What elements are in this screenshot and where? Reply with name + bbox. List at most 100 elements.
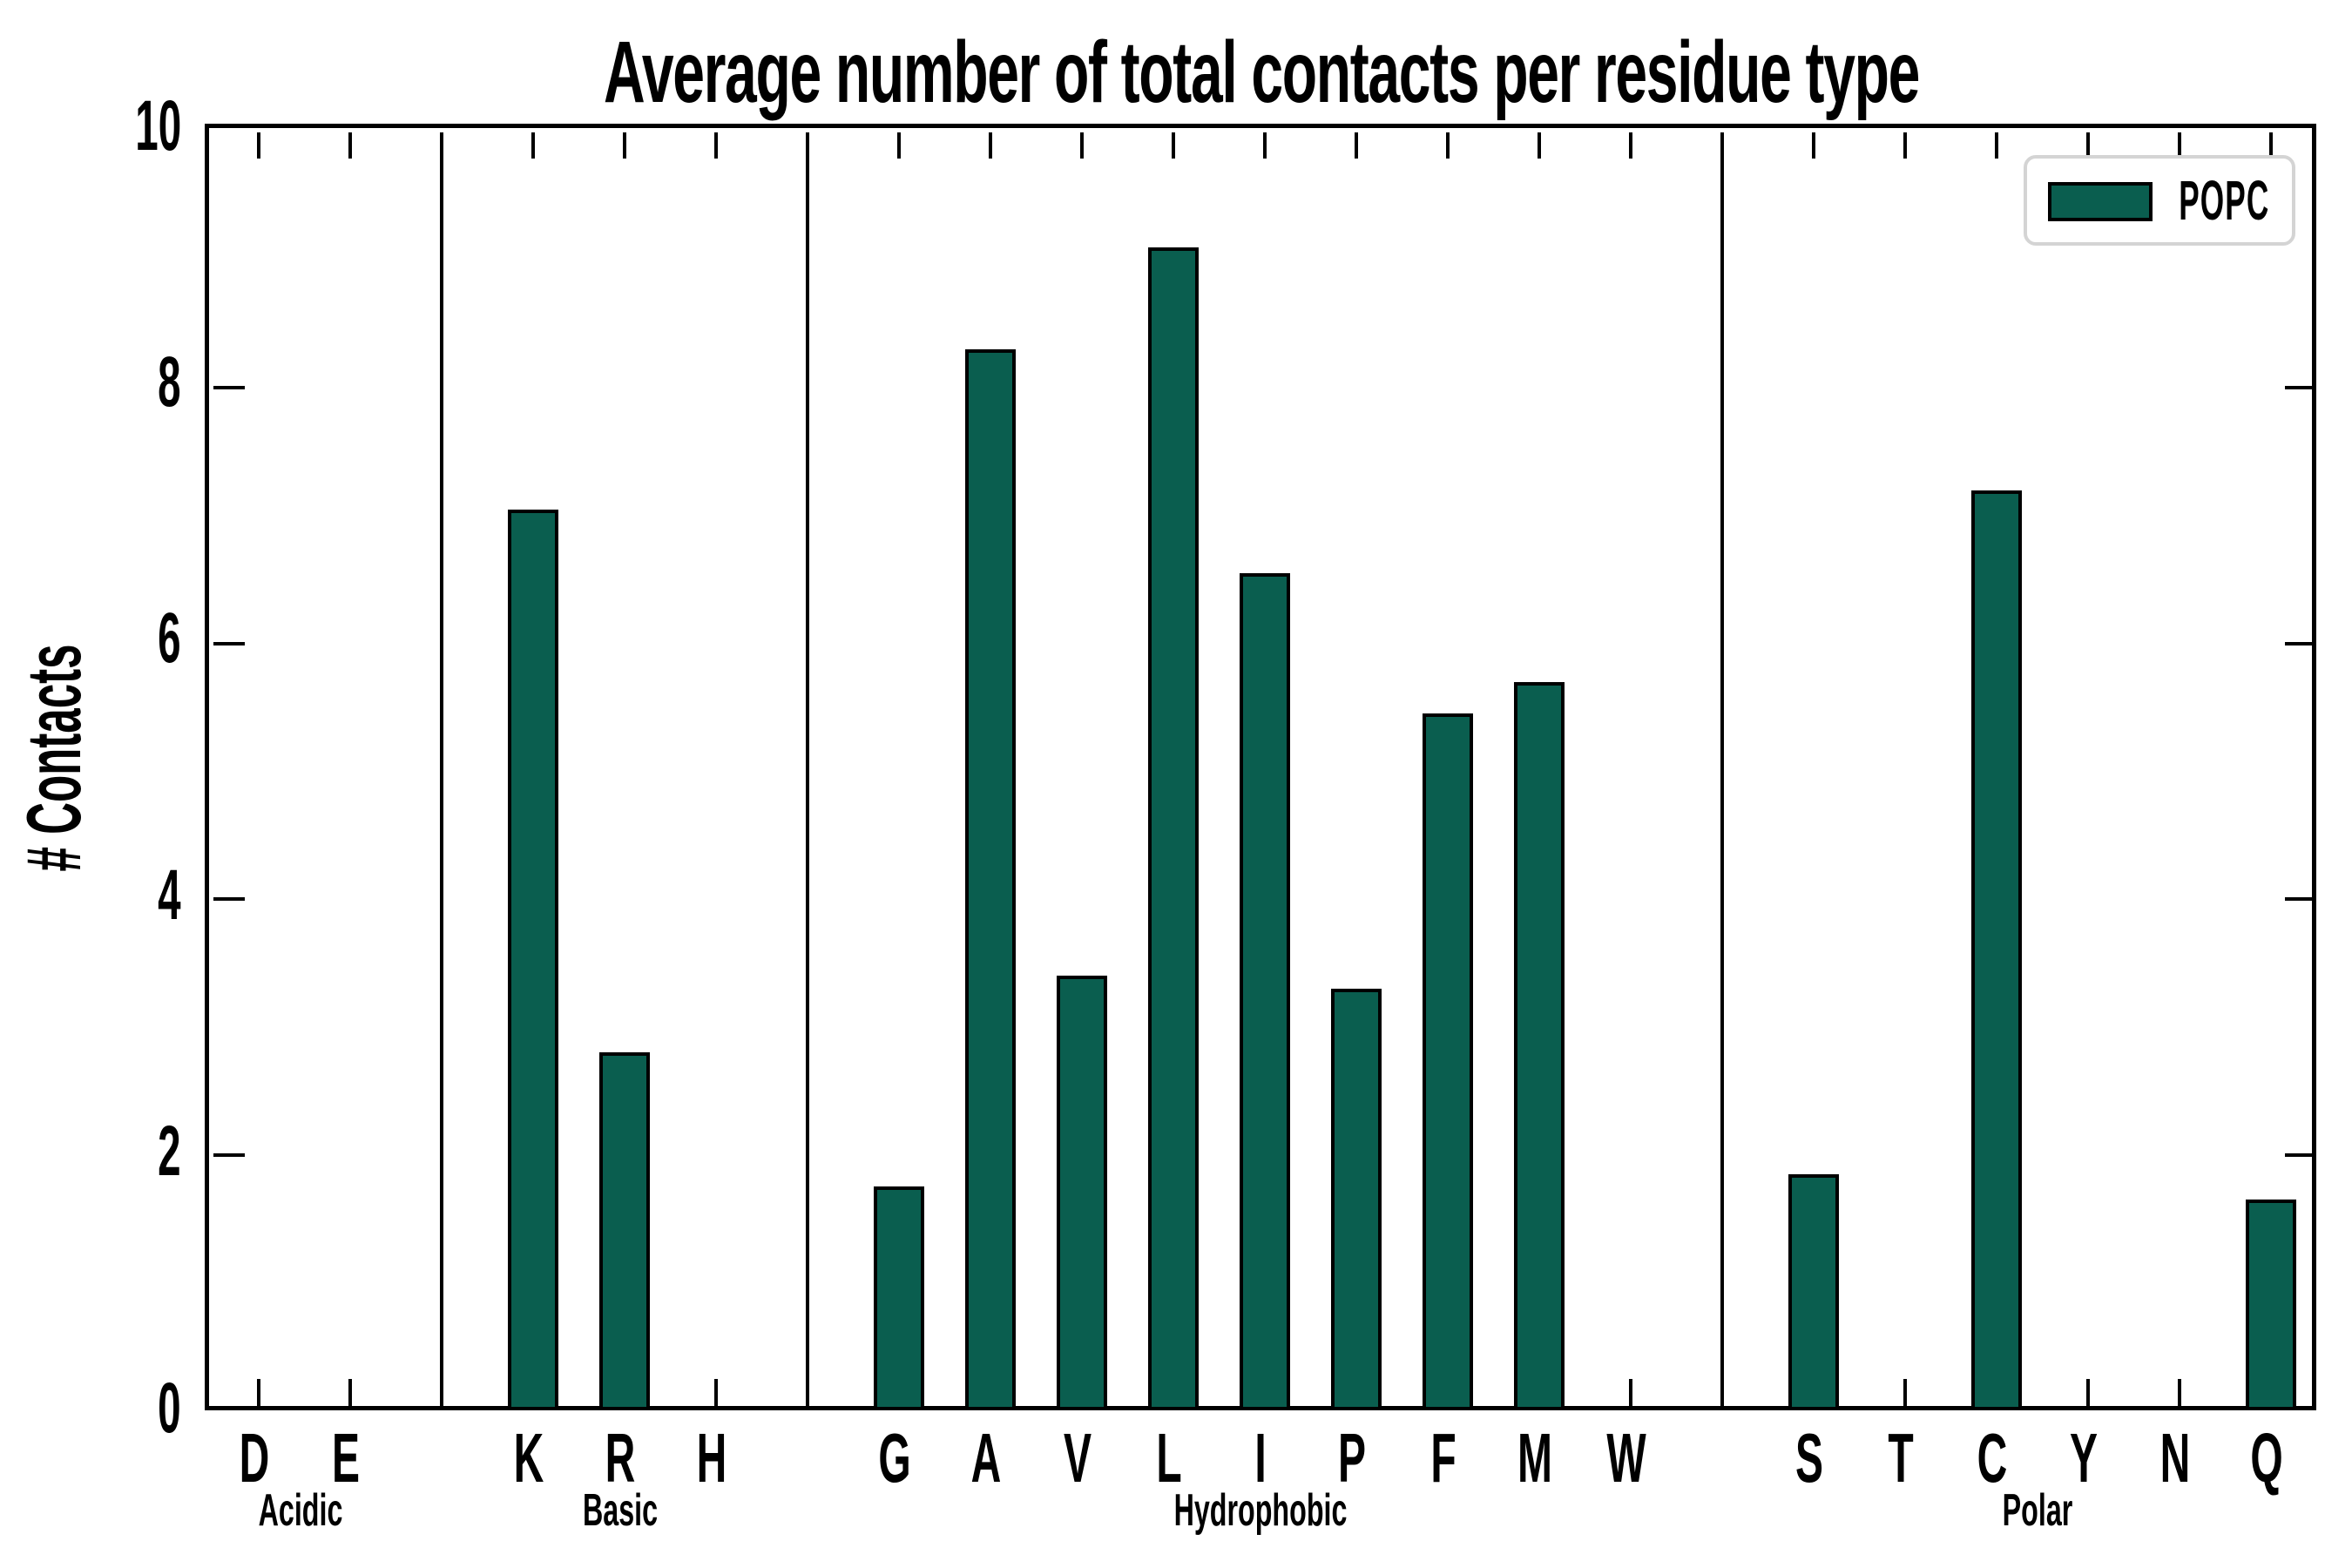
x-category-text-F: F <box>1430 1419 1456 1497</box>
x-tick-top-I <box>1263 132 1267 159</box>
bar-Q <box>2246 1200 2296 1410</box>
x-category-label-K: K <box>504 1418 554 1498</box>
bar-P <box>1331 989 1382 1410</box>
group-label-acidic: Acidic <box>233 1484 368 1537</box>
x-category-label-T: T <box>1880 1418 1923 1498</box>
x-tick-top-Y <box>2086 132 2090 159</box>
x-category-text-W: W <box>1606 1419 1646 1497</box>
x-category-text-T: T <box>1888 1419 1914 1497</box>
bar-R <box>599 1052 650 1410</box>
x-category-text-I: I <box>1254 1419 1267 1497</box>
group-label-text-acidic: Acidic <box>258 1485 343 1536</box>
group-label-text-basic: Basic <box>582 1485 659 1536</box>
bar-H <box>691 1407 741 1410</box>
y-tick-label-6: 6 <box>141 598 181 679</box>
bar-M <box>1514 682 1565 1410</box>
bar-F <box>1423 713 1473 1410</box>
y-tick-label-2: 2 <box>141 1111 181 1193</box>
bar-E <box>325 1407 375 1410</box>
y-tick-left-6 <box>213 642 245 645</box>
x-tick-top-S <box>1812 132 1815 159</box>
bar-A <box>965 349 1016 1410</box>
group-label-polar: Polar <box>1981 1484 2094 1537</box>
x-category-label-R: R <box>595 1418 645 1498</box>
bar-K <box>508 510 558 1410</box>
y-tick-left-2 <box>213 1153 245 1157</box>
bar-G <box>874 1186 924 1410</box>
y-tick-right-2 <box>2285 1153 2316 1157</box>
bar-W <box>1605 1407 1656 1410</box>
group-label-hydrophobic: Hydrophobic <box>1121 1484 1401 1537</box>
x-category-text-A: A <box>970 1419 1002 1497</box>
x-category-text-V: V <box>1063 1419 1092 1497</box>
x-tick-top-E <box>348 132 352 159</box>
x-category-text-D: D <box>239 1419 270 1497</box>
x-category-text-R: R <box>605 1419 636 1497</box>
y-tick-label-8: 8 <box>141 341 181 423</box>
y-tick-right-4 <box>2285 897 2316 901</box>
y-tick-text-8: 8 <box>158 342 181 422</box>
x-category-label-S: S <box>1786 1418 1832 1498</box>
x-category-text-C: C <box>1977 1419 2008 1497</box>
x-category-label-V: V <box>1054 1418 1100 1498</box>
x-category-text-G: G <box>878 1419 911 1497</box>
x-category-label-H: H <box>686 1418 737 1498</box>
x-category-label-Q: Q <box>2240 1418 2294 1498</box>
legend-label: POPC <box>2178 169 2269 232</box>
y-tick-text-6: 6 <box>158 598 181 678</box>
x-category-label-F: F <box>1423 1418 1465 1498</box>
y-tick-text-0: 0 <box>158 1369 181 1448</box>
y-tick-label-4: 4 <box>141 855 181 936</box>
x-category-label-G: G <box>868 1418 922 1498</box>
x-category-label-P: P <box>1328 1418 1375 1498</box>
x-tick-top-G <box>897 132 901 159</box>
x-category-text-S: S <box>1794 1419 1824 1497</box>
x-tick-top-P <box>1355 132 1358 159</box>
x-tick-top-T <box>1903 132 1907 159</box>
group-label-text-hydrophobic: Hydrophobic <box>1173 1485 1348 1536</box>
x-tick-top-V <box>1080 132 1084 159</box>
group-separator <box>1720 132 1724 1410</box>
legend: POPC <box>2024 155 2295 246</box>
bar-V <box>1057 976 1107 1410</box>
y-tick-label-10: 10 <box>102 85 181 167</box>
chart-title: Average number of total contacts per res… <box>604 24 1920 121</box>
x-tick-top-D <box>257 132 260 159</box>
group-label-text-polar: Polar <box>2002 1485 2073 1536</box>
x-category-text-P: P <box>1337 1419 1367 1497</box>
y-tick-left-4 <box>213 897 245 901</box>
bar-T <box>1880 1407 1930 1410</box>
x-tick-bottom-Y <box>2086 1379 2090 1410</box>
x-tick-top-W <box>1629 132 1632 159</box>
x-category-label-E: E <box>322 1418 368 1498</box>
x-category-text-Q: Q <box>2250 1419 2283 1497</box>
bar-S <box>1788 1174 1839 1410</box>
group-separator <box>440 132 443 1410</box>
x-category-text-N: N <box>2159 1419 2191 1497</box>
y-tick-left-8 <box>213 386 245 389</box>
bar-C <box>1971 490 2022 1410</box>
bar-N <box>2154 1407 2205 1410</box>
x-tick-top-F <box>1446 132 1450 159</box>
x-tick-top-M <box>1538 132 1541 159</box>
x-category-label-W: W <box>1593 1418 1659 1498</box>
x-category-label-D: D <box>229 1418 280 1498</box>
x-tick-top-N <box>2178 132 2181 159</box>
group-label-basic: Basic <box>560 1484 681 1537</box>
y-tick-text-10: 10 <box>135 86 181 166</box>
x-category-text-E: E <box>331 1419 361 1497</box>
x-tick-top-C <box>1995 132 1998 159</box>
group-separator <box>806 132 809 1410</box>
x-tick-top-K <box>531 132 535 159</box>
y-tick-right-8 <box>2285 386 2316 389</box>
y-tick-text-2: 2 <box>158 1112 181 1191</box>
x-category-label-A: A <box>961 1418 1011 1498</box>
y-tick-right-6 <box>2285 642 2316 645</box>
x-category-label-L: L <box>1148 1418 1191 1498</box>
x-tick-bottom-T <box>1903 1379 1907 1410</box>
x-category-text-H: H <box>696 1419 727 1497</box>
x-category-label-N: N <box>2150 1418 2200 1498</box>
y-tick-text-4: 4 <box>158 855 181 935</box>
y-tick-label-0: 0 <box>141 1368 181 1450</box>
x-category-text-K: K <box>513 1419 544 1497</box>
